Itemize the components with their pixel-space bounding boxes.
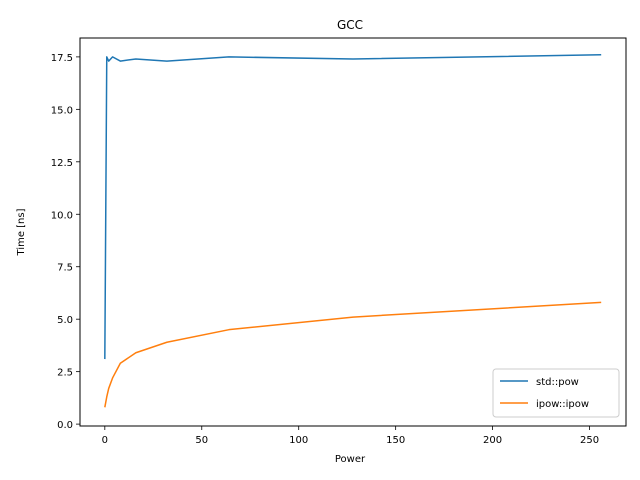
y-tick-label: 0.0	[57, 420, 73, 431]
x-tick-label: 200	[483, 435, 502, 446]
plot-area	[80, 38, 626, 426]
legend-label-ipow: ipow::ipow	[536, 399, 589, 410]
y-tick-label: 2.5	[57, 368, 73, 379]
y-tick-label: 7.5	[57, 263, 73, 274]
legend: std::pow ipow::ipow	[492, 368, 620, 418]
x-tick-label: 250	[580, 435, 599, 446]
series-layer	[104, 54, 602, 408]
x-tick-label: 0	[102, 435, 108, 446]
y-axis-label: Time [ns]	[16, 208, 27, 256]
y-tick-label: 12.5	[51, 158, 73, 169]
y-tick-label: 15.0	[51, 105, 73, 116]
plot-frame	[79, 37, 627, 427]
x-tick-label: 150	[386, 435, 405, 446]
x-tick-label: 50	[195, 435, 208, 446]
series-line-1	[104, 301, 602, 408]
x-axis-label: Power	[335, 454, 366, 465]
x-tick-label: 100	[289, 435, 308, 446]
y-tick-label: 10.0	[51, 210, 73, 221]
series-line-0	[104, 54, 602, 360]
chart-title: GCC	[337, 18, 363, 32]
legend-label-std-pow: std::pow	[536, 377, 579, 388]
axis-ticks: 0 50 100 150 200 250 0.0 2.5 5.0 7.5 10.0 12.5 15.0 1…	[51, 53, 599, 446]
y-tick-label: 5.0	[57, 315, 73, 326]
y-tick-label: 17.5	[51, 53, 73, 64]
